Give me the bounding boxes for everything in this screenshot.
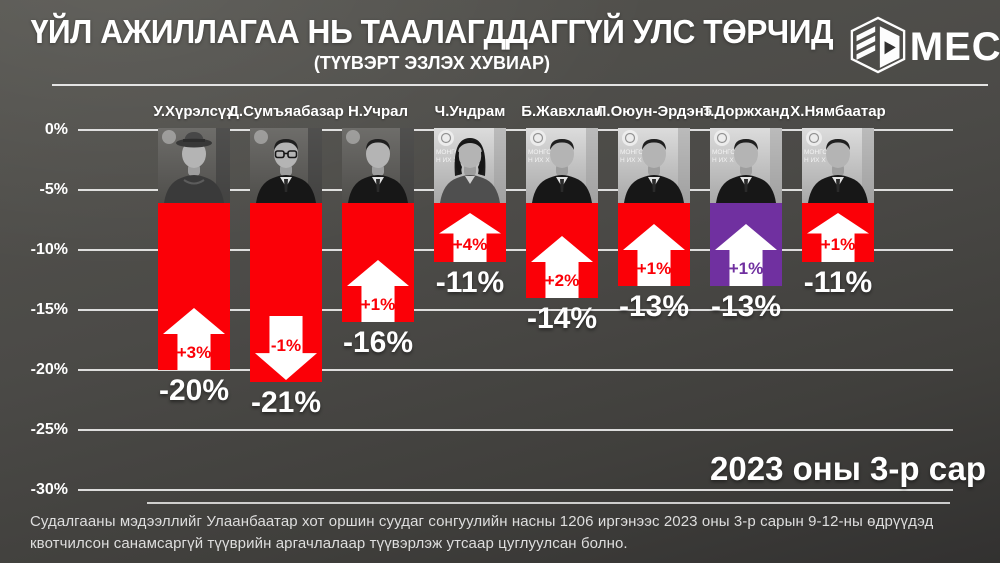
gridline bbox=[78, 189, 953, 191]
bar-value-label: -11% bbox=[435, 266, 505, 299]
candidate-photo: МОНГОЛ Н ИХ Х bbox=[802, 128, 874, 203]
change-label: +1% bbox=[360, 295, 396, 314]
svg-text:МОНГОЛ: МОНГОЛ bbox=[804, 149, 832, 156]
candidate-photo: МОНГОЛ Н ИХ Х bbox=[710, 128, 782, 203]
period-label: 2023 оны 3-р сар bbox=[710, 450, 986, 487]
bar-category-label: Д.Сумъяабазар bbox=[228, 103, 344, 120]
page-title: ҮЙЛ АЖИЛЛАГАА НЬ ТААЛАГДДАГГҮЙ УЛС ТӨРЧИ… bbox=[30, 13, 834, 50]
svg-text:Н ИХ Х: Н ИХ Х bbox=[804, 157, 826, 164]
source-note: Судалгааны мэдээллийг Улаанбаатар хот ор… bbox=[30, 513, 934, 552]
candidate-photo bbox=[158, 128, 230, 203]
bar-value-label: -13% bbox=[710, 290, 782, 323]
change-label: +4% bbox=[452, 235, 488, 254]
bar-value-label: -20% bbox=[158, 374, 230, 407]
bar-value-label: -11% bbox=[803, 266, 873, 299]
svg-text:МОНГОЛ: МОНГОЛ bbox=[712, 149, 740, 156]
gridline bbox=[78, 129, 953, 131]
svg-text:МОНГОЛ: МОНГОЛ bbox=[528, 149, 556, 156]
bar-value-label: -16% bbox=[342, 326, 414, 359]
bar-category-label: Л.Оюун-Эрдэнэ bbox=[595, 103, 713, 120]
gridline bbox=[78, 489, 953, 491]
y-axis-tick-label: -5% bbox=[39, 181, 68, 198]
y-axis-tick-label: 0% bbox=[44, 121, 68, 138]
x-axis-line bbox=[147, 502, 950, 504]
bar-value-label: -14% bbox=[526, 302, 598, 335]
bar-category-label: У.Хүрэлсүх bbox=[153, 103, 235, 120]
change-arrow-up-icon bbox=[807, 213, 869, 267]
bar-category-label: Б.Жавхлан bbox=[521, 103, 603, 120]
page-subtitle: (ТҮҮВЭРТ ЭЗЛЭХ ХУВИАР) bbox=[313, 53, 550, 74]
y-axis-tick-label: -15% bbox=[30, 301, 68, 318]
y-axis-tick-label: -10% bbox=[30, 241, 68, 258]
change-label: -1% bbox=[270, 336, 302, 355]
gridline bbox=[78, 369, 953, 371]
bar-value-label: -21% bbox=[250, 386, 322, 419]
bar-category-label: Ч.Ундрам bbox=[434, 103, 506, 120]
candidate-photo: МОНГОЛ Н ИХ Х bbox=[618, 128, 690, 203]
change-label: +1% bbox=[728, 259, 764, 278]
title-block: ҮЙЛ АЖИЛЛАГАА НЬ ТААЛАГДДАГГҮЙ УЛС ТӨРЧИ… bbox=[14, 8, 850, 74]
svg-text:МОНГОЛ: МОНГОЛ bbox=[436, 149, 464, 156]
change-arrow-up-icon bbox=[715, 224, 777, 291]
title-divider bbox=[52, 84, 988, 86]
svg-text:МОНГОЛ: МОНГОЛ bbox=[620, 149, 648, 156]
change-label: +3% bbox=[176, 343, 212, 362]
change-label: +2% bbox=[544, 271, 580, 290]
mec-logo: MEC bbox=[850, 8, 1000, 79]
svg-text:Н ИХ Х: Н ИХ Х bbox=[712, 157, 734, 164]
change-label: +1% bbox=[820, 235, 856, 254]
change-label: +1% bbox=[636, 259, 672, 278]
y-axis-tick-label: -30% bbox=[30, 481, 68, 498]
change-arrow-up-icon bbox=[623, 224, 685, 291]
change-arrow-down-icon bbox=[255, 316, 317, 385]
gridline bbox=[78, 249, 953, 251]
candidate-photo bbox=[250, 128, 322, 203]
mec-cube-icon bbox=[850, 16, 906, 79]
bar-category-label: Т.Доржханд bbox=[702, 103, 790, 120]
y-axis-tick-label: -20% bbox=[30, 361, 68, 378]
logo-text: MEC bbox=[909, 25, 1000, 69]
change-arrow-up-icon bbox=[163, 308, 225, 375]
gridline bbox=[78, 429, 953, 431]
svg-text:Н ИХ Х: Н ИХ Х bbox=[620, 157, 642, 164]
bar-category-label: Н.Учрал bbox=[347, 103, 409, 120]
candidate-photo: МОНГОЛ Н ИХ Х bbox=[526, 128, 598, 203]
candidate-photo bbox=[342, 128, 414, 203]
change-arrow-up-icon bbox=[439, 213, 501, 267]
change-arrow-up-icon bbox=[531, 236, 593, 303]
change-arrow-up-icon bbox=[347, 260, 409, 327]
bar-category-label: Х.Нямбаатар bbox=[790, 103, 886, 120]
gridline bbox=[78, 309, 953, 311]
svg-text:Н ИХ Х: Н ИХ Х bbox=[528, 157, 550, 164]
candidate-photo: МОНГОЛ Н ИХ Х bbox=[434, 128, 506, 203]
svg-text:Н ИХ Х: Н ИХ Х bbox=[436, 157, 458, 164]
y-axis-tick-label: -25% bbox=[30, 421, 68, 438]
bar-value-label: -13% bbox=[618, 290, 690, 323]
header: ҮЙЛ АЖИЛЛАГАА НЬ ТААЛАГДДАГГҮЙ УЛС ТӨРЧИ… bbox=[0, 0, 1000, 79]
